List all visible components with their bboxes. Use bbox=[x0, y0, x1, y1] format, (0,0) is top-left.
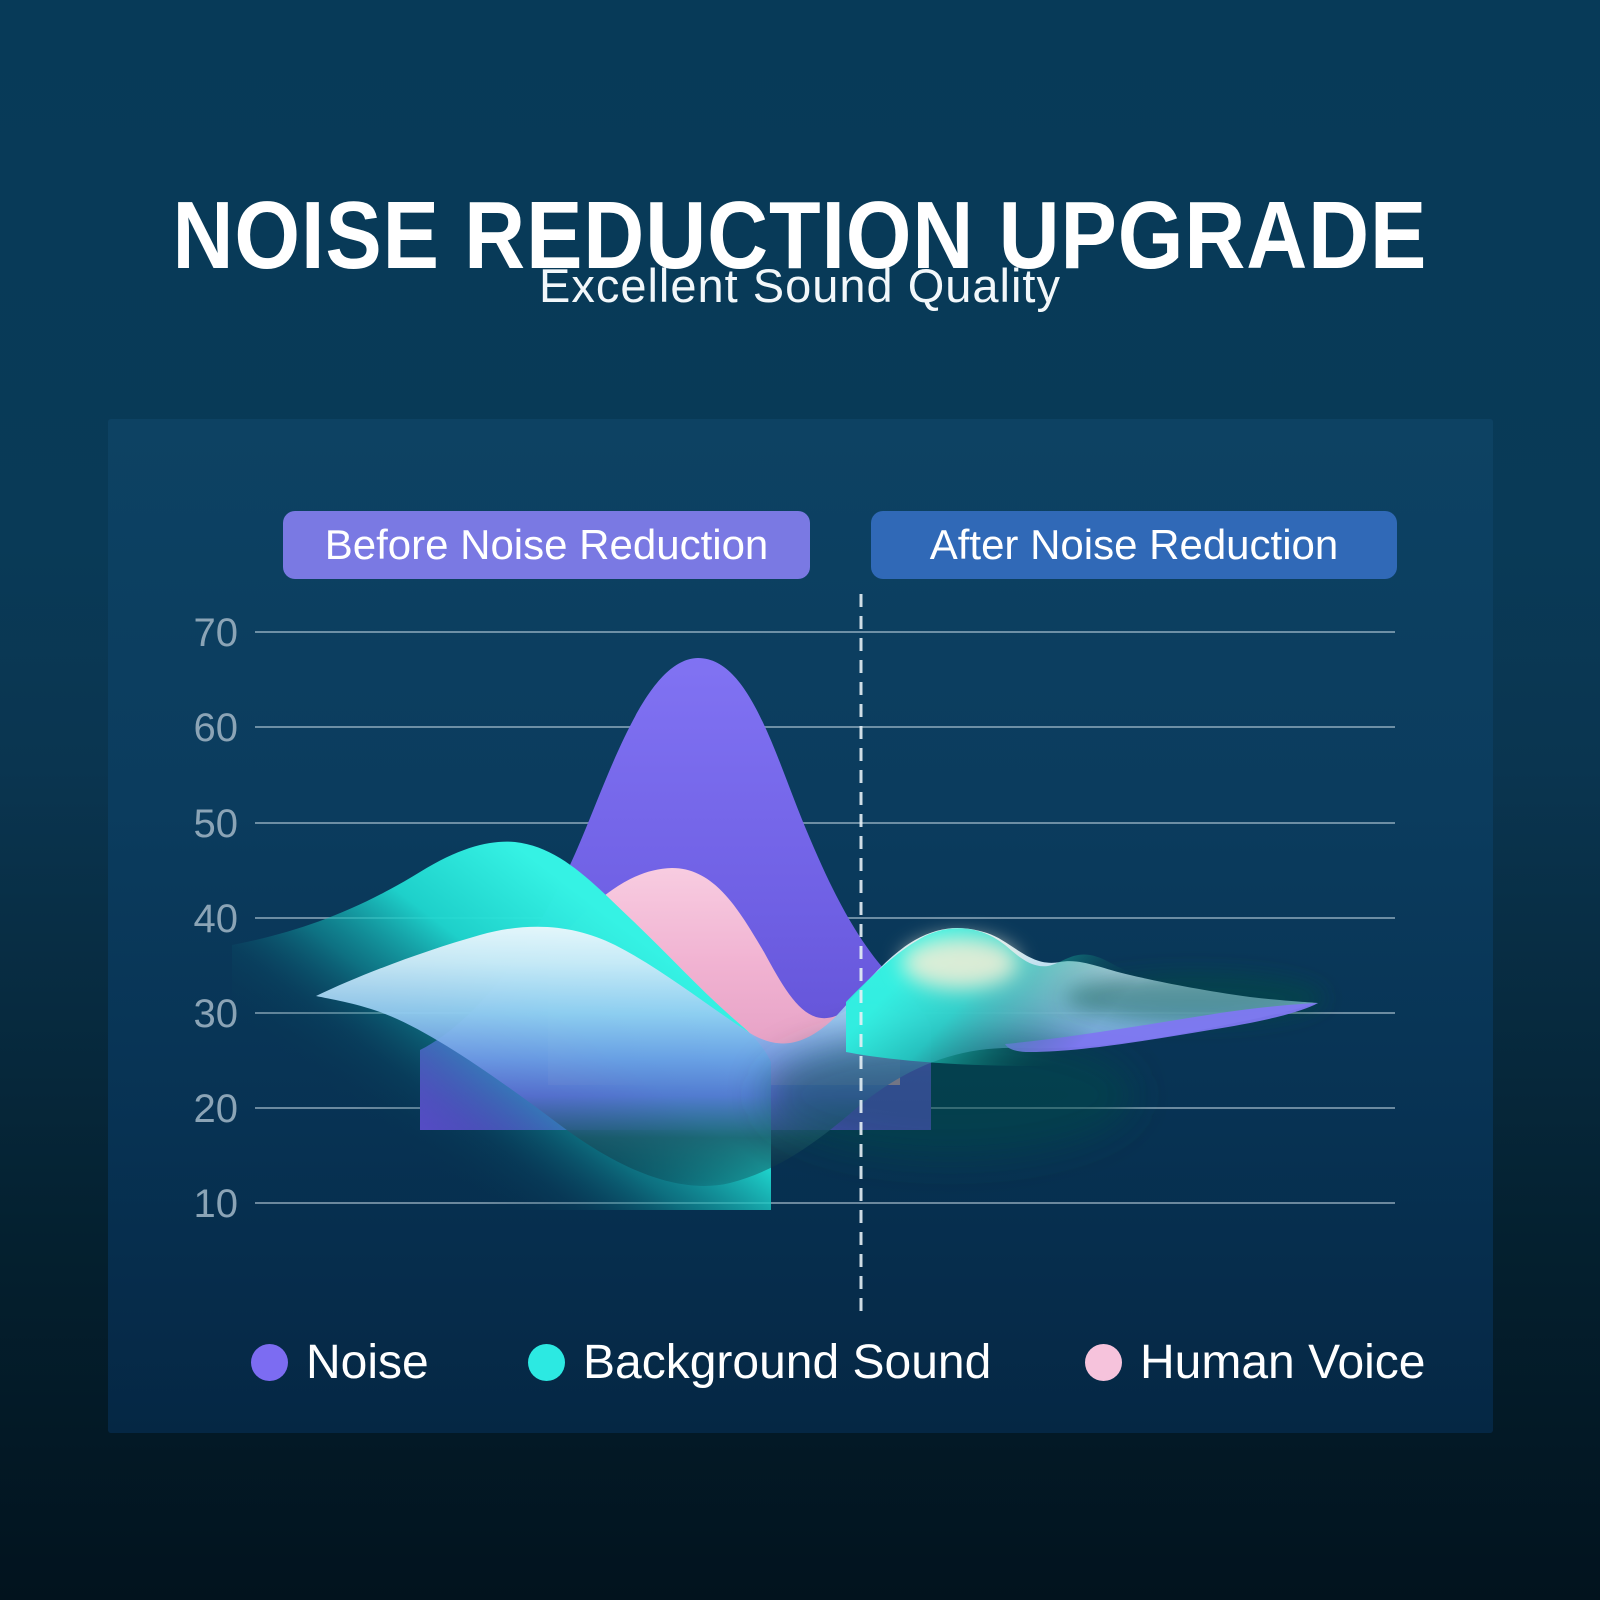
human-voice-legend-dot-icon bbox=[1085, 1343, 1122, 1381]
legend-item-human-voice: Human Voice bbox=[1085, 1335, 1426, 1389]
y-axis-labels: 70 60 50 40 30 20 10 bbox=[194, 611, 239, 1226]
page-subtitle: Excellent Sound Quality bbox=[538, 259, 1061, 312]
legend-label-human-voice: Human Voice bbox=[1140, 1335, 1426, 1389]
legend-label-noise: Noise bbox=[306, 1335, 429, 1389]
crest-highlight bbox=[902, 937, 1018, 989]
y-tick: 20 bbox=[194, 1087, 239, 1131]
y-tick: 10 bbox=[194, 1182, 239, 1226]
before-noise-reduction-badge: Before Noise Reduction bbox=[283, 511, 810, 579]
background-sound-legend-dot-icon bbox=[528, 1343, 565, 1381]
page-title: NOISE REDUCTION UPGRADE bbox=[172, 182, 1428, 290]
after-noise-reduction-badge: After Noise Reduction bbox=[871, 511, 1397, 579]
legend-item-noise: Noise bbox=[251, 1335, 429, 1389]
before-badge-label: Before Noise Reduction bbox=[324, 521, 769, 568]
legend-label-background-sound: Background Sound bbox=[583, 1335, 992, 1389]
noise-legend-dot-icon bbox=[251, 1343, 288, 1381]
after-badge-label: After Noise Reduction bbox=[929, 521, 1339, 568]
legend-item-background-sound: Background Sound bbox=[528, 1335, 992, 1389]
y-tick: 50 bbox=[194, 802, 239, 846]
y-tick: 40 bbox=[194, 897, 239, 941]
y-tick: 60 bbox=[194, 706, 239, 750]
y-tick: 30 bbox=[194, 992, 239, 1036]
y-tick: 70 bbox=[194, 611, 239, 655]
